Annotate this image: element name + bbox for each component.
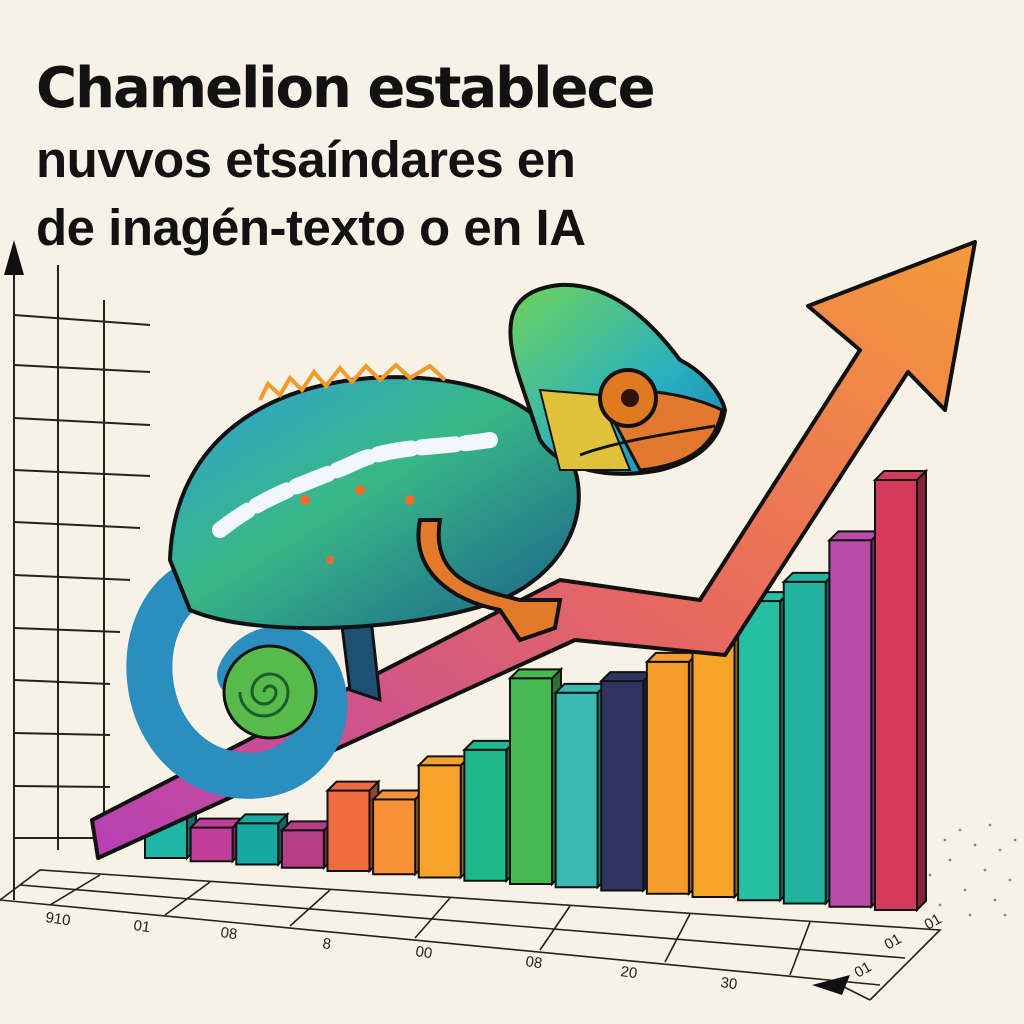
right-tick-label: 01 (882, 930, 905, 953)
x-tick-label: 00 (414, 943, 433, 962)
headline-line-3: de inagén-texto o en IA (36, 199, 586, 256)
bar (416, 753, 473, 880)
x-tick-label: 910 (44, 909, 71, 929)
x-tick-label: 08 (219, 924, 238, 943)
bar (370, 788, 427, 877)
shadow-stipple (928, 823, 1017, 917)
chameleon-illustration (126, 282, 728, 799)
bar (735, 589, 792, 903)
right-axis-ticks: 01 01 01 (852, 910, 945, 981)
x-tick-label: 01 (132, 917, 151, 936)
bar (461, 738, 518, 884)
bar-series (142, 468, 929, 913)
right-tick-label: 01 (852, 958, 875, 981)
bar (872, 468, 929, 913)
headline: Chamelion establece nuvvos etsaíndares e… (36, 52, 996, 262)
bar (188, 816, 245, 864)
bar (598, 669, 655, 893)
x-tick-label: 30 (719, 974, 738, 993)
bar (279, 818, 336, 871)
trend-arrow (90, 240, 977, 860)
bar (507, 666, 564, 887)
bar (690, 612, 746, 900)
x-tick-label: 8 (321, 935, 332, 953)
floor-grid (0, 869, 942, 1001)
bar (553, 681, 610, 890)
x-tick-label: 08 (524, 953, 543, 972)
x-axis-ticks: 910 01 08 8 00 08 20 30 (44, 909, 738, 993)
bar (826, 528, 883, 910)
right-tick-label: 01 (922, 910, 945, 933)
bar (644, 650, 701, 897)
x-tick-label: 20 (619, 963, 638, 982)
left-wall-grid (4, 240, 151, 900)
headline-line-2: nuvvos etsaíndares en (36, 131, 576, 188)
bar (233, 811, 290, 867)
bar (325, 779, 381, 874)
headline-line-1: Chamelion establece (36, 56, 656, 121)
bar (781, 570, 838, 906)
